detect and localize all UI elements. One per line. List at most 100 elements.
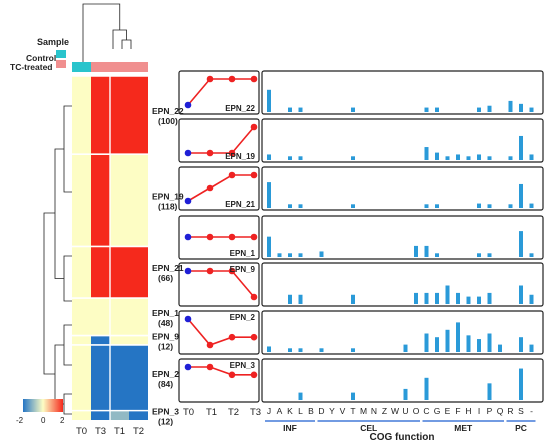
profile-point <box>250 293 258 301</box>
heatmap-cell <box>72 76 91 155</box>
profile-x-labels: T0 T1 T2 T3 <box>183 407 261 418</box>
profile-point <box>184 233 192 241</box>
profile-point <box>184 315 192 323</box>
cog-bar <box>487 333 492 352</box>
heatmap-cell <box>129 344 148 411</box>
cog-category-label: N <box>371 406 377 416</box>
cog-category-label: A <box>277 406 283 416</box>
cog-bar <box>267 182 271 208</box>
cog-category-label: K <box>287 406 293 416</box>
cog-bar <box>351 107 355 112</box>
cluster-size: (66) <box>158 273 173 283</box>
cog-bar <box>519 231 523 257</box>
cog-bar <box>529 253 534 257</box>
cog-bar <box>288 156 292 160</box>
profile-line <box>188 366 254 376</box>
cog-bar <box>403 388 408 400</box>
heatmap-cell <box>72 410 91 420</box>
cog-bar <box>351 348 355 352</box>
cog-bar <box>487 383 492 400</box>
cog-bar <box>477 253 481 257</box>
cog-panel-frame <box>261 70 544 115</box>
profile-line <box>188 126 255 154</box>
expression-profile-panels: EPN_22 EPN_19 EPN_21 EPN_1 EPN_9 EPN_2 EPN_3 <box>178 70 260 403</box>
heatmap-cell <box>72 154 91 247</box>
profile-line <box>187 78 254 106</box>
cog-category-label: I <box>478 406 480 416</box>
profile-point <box>206 149 214 157</box>
cog-category-label: Q <box>497 406 504 416</box>
profile-panel-frame <box>178 118 260 163</box>
cog-bar <box>519 135 523 160</box>
heatmap-cell <box>110 298 129 336</box>
profile-point <box>228 371 236 379</box>
profile-x-label: T0 <box>183 407 194 418</box>
profile-point <box>250 171 258 179</box>
cluster-name: EPN_2 <box>152 369 179 379</box>
cog-bar <box>487 204 492 208</box>
cog-bar <box>477 296 481 304</box>
cog-bar <box>424 245 429 257</box>
profile-label: EPN_1 <box>230 249 256 258</box>
heatmap-cell <box>129 335 148 345</box>
heatmap-cell <box>72 298 91 336</box>
cog-bar <box>466 335 471 352</box>
profile-panel-frame <box>178 166 260 211</box>
sample-annotation-bar <box>72 62 148 72</box>
profile-point <box>228 171 236 179</box>
cog-bar <box>487 156 492 160</box>
heatmap-cell <box>72 344 91 411</box>
cog-bar <box>288 348 292 352</box>
heatmap-cell <box>91 344 110 411</box>
profile-point <box>206 341 214 349</box>
heatmap-cell <box>110 246 129 299</box>
profile-label: EPN_19 <box>225 152 255 161</box>
cog-bar <box>466 296 471 304</box>
profile-panel-frame <box>178 358 260 403</box>
profile-label: EPN_9 <box>230 265 256 274</box>
cog-bar <box>288 204 292 208</box>
cog-bar <box>487 105 492 112</box>
profile-x-label: T3 <box>250 407 261 418</box>
cog-bar <box>456 154 460 160</box>
heatmap-cell <box>110 344 129 411</box>
cog-bar <box>519 337 523 352</box>
heatmap-cell <box>110 335 129 345</box>
cog-category-label: S <box>518 406 524 416</box>
heatmap-column-label: T3 <box>95 426 106 437</box>
heatmap-cell <box>110 76 129 155</box>
annotation-cell <box>129 62 148 72</box>
cog-bar <box>445 329 450 352</box>
cluster-size: (48) <box>158 318 173 328</box>
cog-bar <box>298 204 303 208</box>
cluster-name: EPN_22 <box>152 106 184 116</box>
heatmap-cluster-labels: EPN_22(100) EPN_19(118) EPN_21(66) EPN_1(48… <box>152 106 184 426</box>
heatmap-cell <box>91 335 110 345</box>
cog-bar <box>298 253 303 257</box>
cluster-size: (118) <box>158 201 178 211</box>
cog-panel-frame <box>261 118 544 163</box>
cog-category-label: J <box>267 406 271 416</box>
cog-bar <box>288 294 292 304</box>
cog-bar <box>529 107 534 112</box>
heatmap-cell <box>129 246 148 299</box>
cog-category-label: H <box>465 406 471 416</box>
cluster-name: EPN_21 <box>152 263 184 273</box>
profile-label: EPN_2 <box>230 313 256 322</box>
cog-bar <box>424 147 429 160</box>
cog-panel-frame <box>261 262 544 307</box>
heatmap-cell <box>129 154 148 247</box>
cog-bar <box>435 152 439 160</box>
profile-line <box>187 318 254 346</box>
profile-label: EPN_21 <box>225 200 255 209</box>
cog-bar <box>477 339 481 352</box>
heatmap-column-label: T1 <box>114 426 125 437</box>
cog-bar <box>435 337 439 352</box>
heatmap-cell <box>129 410 148 420</box>
profile-point <box>184 363 192 371</box>
cog-bar <box>466 156 471 160</box>
cog-bar <box>529 344 534 352</box>
cog-bar <box>298 294 303 304</box>
